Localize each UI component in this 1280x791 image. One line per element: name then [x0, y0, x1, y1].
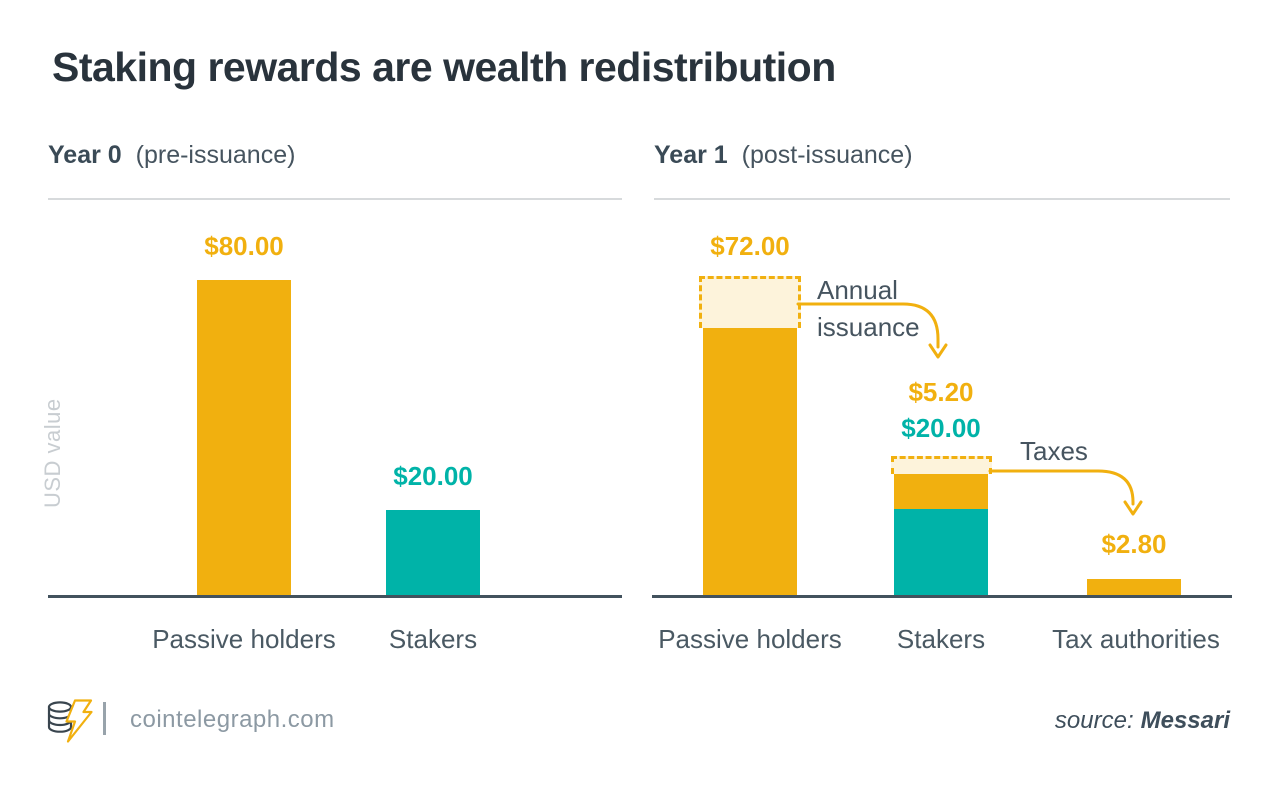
page-title: Staking rewards are wealth redistributio… — [52, 44, 836, 90]
value-label-year1-stakers-principal: $20.00 — [901, 413, 981, 443]
bar-year1-stakers-principal-segment — [894, 509, 988, 595]
bar-year0-passive-holders — [197, 280, 291, 595]
panel-year0-heading-rest: (pre-issuance) — [135, 141, 296, 169]
annual-issuance-arrowhead-icon — [928, 343, 948, 359]
taxes-arrow — [988, 469, 1135, 506]
source-name: Messari — [1140, 707, 1230, 734]
brand-url: cointelegraph.com — [130, 706, 335, 733]
panel-year1-heading: Year 1 (post-issuance) — [654, 141, 913, 170]
footer-divider — [103, 702, 106, 735]
value-label-year1-passive: $72.00 — [710, 231, 790, 261]
value-label-year1-tax: $2.80 — [1101, 529, 1167, 559]
category-year1-tax-authorities: Tax authorities — [1052, 624, 1220, 654]
category-year0-passive-holders: Passive holders — [152, 624, 336, 654]
value-label-year0-passive: $80.00 — [204, 231, 284, 261]
bar-year1-tax-authorities — [1087, 579, 1181, 595]
panel-year1-divider — [654, 198, 1230, 200]
category-year1-passive-holders: Passive holders — [658, 624, 842, 654]
category-year0-stakers: Stakers — [388, 624, 478, 654]
panel-year1-heading-rest: (post-issuance) — [741, 141, 913, 169]
x-axis-year0 — [48, 595, 622, 598]
bar-year1-stakers-dashed-taxes — [891, 456, 992, 474]
value-label-year1-stakers-issuance: $5.20 — [908, 377, 974, 407]
panel-year1-heading-bold: Year 1 — [654, 141, 728, 169]
bar-year1-passive-holders — [703, 328, 797, 595]
panel-year0-divider — [48, 198, 622, 200]
bar-year1-passive-holders-dashed-issuance — [699, 276, 801, 328]
value-label-year0-stakers: $20.00 — [393, 461, 473, 491]
source-prefix: source: — [1054, 707, 1134, 734]
cointelegraph-logo-icon — [47, 699, 93, 743]
y-axis-label: USD value — [40, 398, 65, 508]
panel-year0-heading-bold: Year 0 — [48, 141, 122, 169]
panel-year0-heading: Year 0 (pre-issuance) — [48, 141, 295, 170]
annotation-annual-issuance: Annual issuance — [817, 275, 920, 342]
source-credit: source: Messari — [880, 707, 1230, 735]
annotation-taxes: Taxes — [1020, 436, 1088, 466]
x-axis-year1 — [652, 595, 1232, 598]
lightning-bolt-icon — [65, 699, 93, 743]
bar-year0-stakers — [386, 510, 480, 595]
category-year1-stakers: Stakers — [896, 624, 986, 654]
bar-year1-stakers-issuance-segment — [894, 474, 988, 509]
taxes-arrowhead-icon — [1123, 500, 1143, 516]
